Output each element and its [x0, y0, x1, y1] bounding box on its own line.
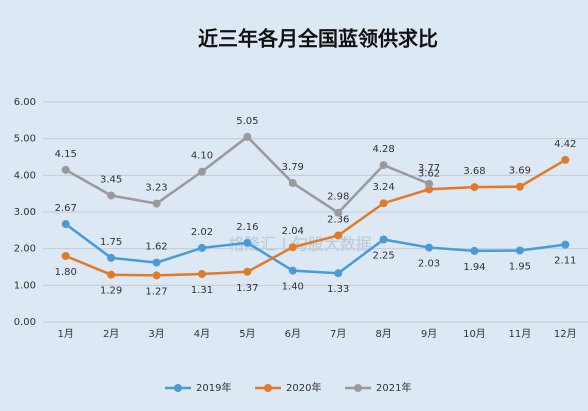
- data-label: 2.98: [327, 192, 349, 203]
- data-label: 1.31: [191, 285, 213, 296]
- y-tick-label: 3.00: [14, 207, 36, 218]
- point: [152, 199, 161, 208]
- data-label: 2.03: [418, 259, 440, 270]
- y-tick-label: 5.00: [14, 134, 36, 145]
- point: [61, 165, 70, 174]
- point: [243, 238, 252, 247]
- point: [515, 182, 524, 191]
- data-label: 4.10: [191, 151, 213, 162]
- point: [425, 179, 434, 188]
- series-line: [64, 223, 566, 275]
- x-tick-label: 6月: [285, 328, 301, 340]
- x-tick-label: 3月: [148, 328, 164, 340]
- y-tick-label: 2.00: [14, 244, 36, 255]
- point: [107, 270, 116, 279]
- data-label: 1.62: [145, 242, 167, 253]
- point: [425, 185, 434, 194]
- data-label: 1.33: [327, 284, 349, 295]
- data-label: 3.23: [145, 183, 167, 194]
- point: [334, 231, 343, 240]
- data-label: 1.95: [509, 262, 531, 273]
- point: [425, 243, 434, 252]
- data-label: 2.36: [327, 214, 349, 225]
- legend-label: 2020年: [286, 381, 321, 394]
- data-label: 2.04: [282, 226, 304, 237]
- chart-title: 近三年各月全国蓝领供求比: [198, 27, 438, 51]
- y-tick-label: 4.00: [14, 170, 36, 181]
- x-tick-label: 8月: [375, 328, 391, 340]
- x-tick-label: 10月: [463, 328, 486, 340]
- x-tick-label: 12月: [554, 328, 577, 340]
- point: [243, 132, 252, 141]
- point: [288, 243, 297, 252]
- legend-marker: [354, 384, 362, 392]
- data-label: 3.24: [372, 182, 394, 193]
- x-tick-label: 1月: [58, 328, 74, 340]
- x-tick-label: 2月: [103, 328, 119, 340]
- data-label: 3.77: [418, 163, 440, 174]
- data-label: 2.67: [55, 203, 77, 214]
- point: [470, 183, 479, 192]
- data-label: 1.94: [463, 262, 485, 273]
- x-tick-label: 11月: [509, 328, 532, 340]
- point: [379, 161, 388, 170]
- data-label: 2.02: [191, 227, 213, 238]
- point: [334, 208, 343, 217]
- point: [561, 155, 570, 164]
- point: [197, 269, 206, 278]
- point: [197, 167, 206, 176]
- legend-label: 2019年: [196, 381, 231, 394]
- data-label: 3.62: [418, 168, 440, 179]
- data-label: 3.69: [509, 166, 531, 177]
- point: [107, 191, 116, 200]
- data-label: 1.75: [100, 237, 122, 248]
- data-label: 3.68: [463, 166, 485, 177]
- point: [288, 266, 297, 275]
- data-label: 3.79: [282, 162, 304, 173]
- point: [470, 246, 479, 255]
- legend-label: 2021年: [376, 381, 411, 394]
- point: [379, 199, 388, 208]
- point: [197, 243, 206, 252]
- data-label: 1.27: [145, 286, 167, 297]
- point: [152, 271, 161, 280]
- point: [515, 246, 524, 255]
- y-tick-label: 6.00: [14, 97, 36, 108]
- y-tick-label: 1.00: [14, 280, 36, 291]
- x-tick-label: 9月: [421, 328, 437, 340]
- y-tick-label: 0.00: [14, 317, 36, 328]
- point: [243, 267, 252, 276]
- data-label: 4.42: [554, 139, 576, 150]
- data-label: 4.15: [55, 149, 77, 160]
- x-tick-label: 4月: [194, 328, 210, 340]
- data-label: 1.80: [55, 267, 77, 278]
- point: [152, 258, 161, 267]
- point: [561, 240, 570, 249]
- data-label: 2.16: [236, 222, 258, 233]
- data-label: 1.29: [100, 286, 122, 297]
- data-label: 1.40: [282, 282, 304, 293]
- point: [379, 235, 388, 244]
- legend-marker: [264, 384, 272, 392]
- data-label: 1.37: [236, 283, 258, 294]
- point: [288, 179, 297, 188]
- data-label: 4.28: [372, 144, 394, 155]
- point: [61, 252, 70, 260]
- point: [107, 253, 116, 262]
- data-label: 5.05: [236, 116, 258, 127]
- x-tick-label: 5月: [239, 328, 255, 340]
- data-label: 2.11: [554, 256, 576, 267]
- x-tick-label: 7月: [330, 328, 346, 340]
- point: [61, 220, 70, 229]
- point: [334, 269, 343, 278]
- data-label: 2.25: [372, 251, 394, 262]
- legend-marker: [174, 384, 182, 392]
- series-line: [65, 158, 566, 277]
- data-label: 3.45: [100, 175, 122, 186]
